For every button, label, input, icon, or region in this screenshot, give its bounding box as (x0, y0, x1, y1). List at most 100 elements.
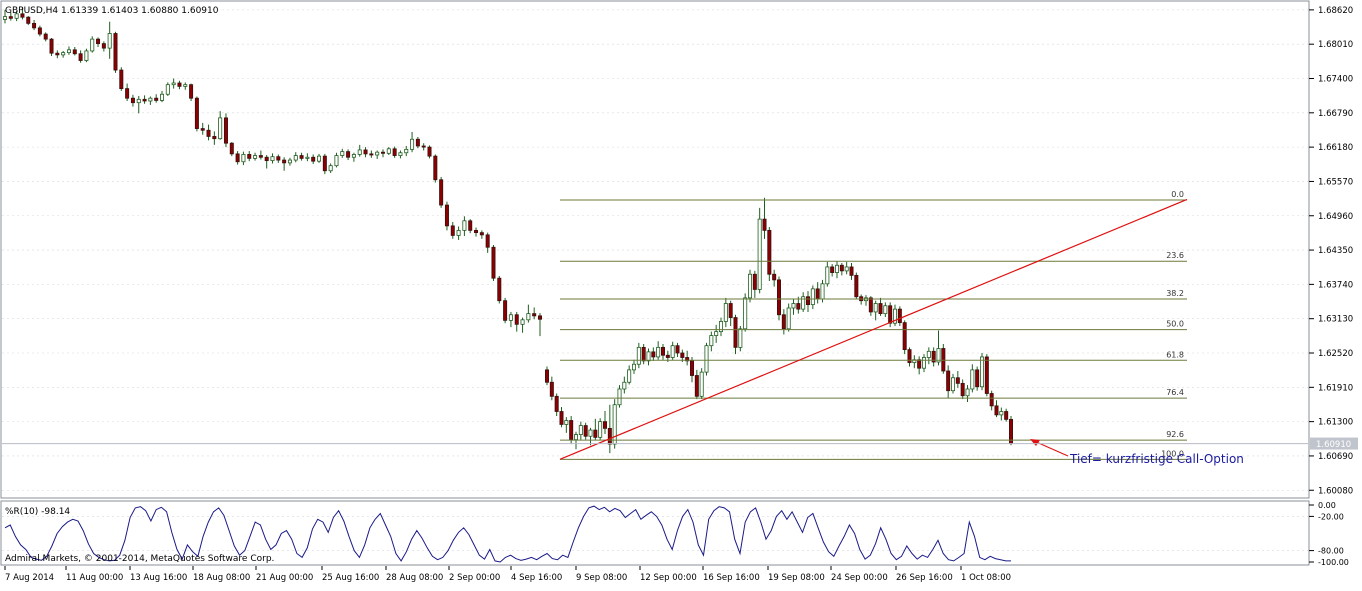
candle-bear (96, 38, 101, 45)
candle-bear (503, 300, 508, 321)
candle-bear (946, 370, 951, 392)
candle-bear (777, 279, 782, 316)
time-tick-label: 19 Sep 08:00 (768, 573, 825, 583)
candle-bear (545, 369, 550, 383)
price-tick-label: 1.61300 (1318, 418, 1353, 428)
williams-r-line (4, 505, 1011, 563)
candle-bear (49, 38, 54, 54)
candle-bear (177, 82, 182, 87)
candle-bear (206, 129, 211, 137)
candle-bull (709, 335, 714, 347)
price-tick-label: 1.62520 (1318, 349, 1353, 359)
candle-bull (723, 303, 728, 322)
candle-bear (752, 273, 757, 290)
candle-bear (549, 381, 554, 397)
candle-bear (247, 154, 252, 159)
candle-bull (786, 307, 791, 330)
candle-bear (450, 225, 455, 236)
current-price-tag (1310, 437, 1358, 450)
candle-bear (975, 369, 980, 388)
candle-bear (994, 405, 999, 416)
candle-bull (404, 148, 409, 154)
candle-bull (893, 308, 898, 324)
candle-bull (617, 388, 622, 406)
candle-bear (680, 352, 685, 358)
candle-bull (636, 346, 641, 365)
candle-bull (456, 229, 461, 236)
candle-bear (984, 356, 989, 394)
fib-level-label: 0.0 (1171, 190, 1184, 199)
candle-bear (694, 375, 699, 397)
candle-bull (305, 156, 310, 159)
candle-bear (229, 142, 234, 155)
candle-bull (218, 117, 223, 140)
candle-bear (439, 179, 444, 206)
copyright-label: Admiral Markets, © 2001-2014, MetaQuotes… (5, 554, 274, 564)
price-tick-label: 1.63130 (1318, 315, 1353, 325)
time-tick-label: 21 Aug 00:00 (256, 573, 313, 583)
price-tick-label: 1.66790 (1318, 109, 1353, 119)
candle-bear (119, 69, 124, 90)
candle-bear (888, 305, 893, 324)
candle-bear (32, 22, 37, 29)
candle-bull (160, 93, 165, 101)
candle-bear (20, 13, 25, 18)
candle-bull (462, 220, 467, 231)
candle-bear (497, 277, 502, 302)
current-price-tag-label: 1.60910 (1316, 440, 1351, 450)
candle-bear (907, 349, 912, 363)
candle-bear (902, 322, 907, 351)
candle-bull (61, 52, 66, 56)
candle-bear (444, 204, 449, 227)
candle-bull (656, 346, 661, 358)
candle-bull (748, 273, 753, 299)
price-tick-label: 1.61910 (1318, 383, 1353, 393)
fib-level-label: 100.0 (1161, 449, 1184, 458)
candle-bear (685, 357, 690, 362)
candle-bull (627, 369, 632, 383)
candle-bull (704, 345, 709, 373)
candle-bull (980, 356, 985, 388)
candle-bull (743, 297, 748, 330)
candle-bull (699, 371, 704, 397)
time-tick-label: 9 Sep 08:00 (576, 573, 627, 583)
indicator-tick-label: 0.00 (1318, 501, 1336, 510)
candle-bear (299, 155, 304, 159)
candle-bear (733, 317, 738, 348)
candle-bull (922, 357, 927, 369)
time-tick-label: 25 Aug 16:00 (322, 573, 379, 583)
time-tick-label: 16 Sep 16:00 (703, 573, 760, 583)
candle-bear (868, 297, 873, 313)
candle-bear (955, 377, 960, 384)
candle-bear (661, 346, 666, 356)
candle-bear (346, 151, 351, 158)
candle-bear (26, 16, 31, 24)
candle-bear (189, 84, 194, 99)
fib-level-label: 23.6 (1166, 251, 1184, 260)
time-tick-label: 2 Sep 00:00 (449, 573, 500, 583)
candle-bear (194, 97, 199, 129)
candle-bear (55, 52, 60, 56)
candle-bull (598, 421, 603, 438)
candle-bear (468, 220, 473, 231)
candle-bull (951, 377, 956, 392)
price-tick-label: 1.68010 (1318, 40, 1353, 50)
time-tick-label: 12 Sep 00:00 (640, 573, 697, 583)
candle-bull (632, 363, 637, 371)
candle-bull (386, 148, 391, 154)
candle-bear (815, 288, 820, 300)
price-tick-label: 1.64960 (1318, 212, 1353, 222)
candle-bull (646, 351, 651, 362)
candle-bear (433, 155, 438, 181)
candle-bear (43, 33, 48, 40)
candle-bear (514, 314, 519, 325)
fib-level-label: 38.2 (1166, 289, 1184, 298)
candle-bear (380, 151, 385, 154)
time-axis: 7 Aug 2014 11 Aug 00:00 13 Aug 16:00 18 Aug… (4, 566, 1011, 583)
fib-level-label: 92.6 (1166, 430, 1184, 439)
candle-bull (328, 165, 333, 172)
candle-bear (485, 234, 490, 248)
annotation-arrow-head (1030, 439, 1040, 446)
candle-bear (415, 138, 420, 147)
candle-bear (641, 346, 646, 362)
